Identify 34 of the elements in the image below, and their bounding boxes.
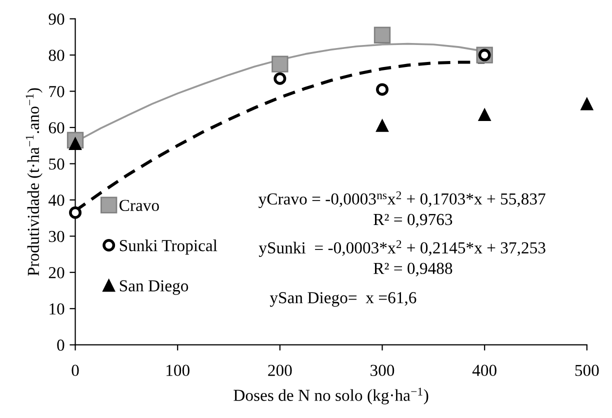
x-tick-label: 500: [575, 364, 599, 376]
y-tick-label: 80: [48, 50, 64, 61]
point: [69, 206, 82, 219]
x-tick-label: 400: [472, 364, 496, 376]
annotation: R² = 0,9488: [374, 262, 452, 276]
point: [478, 108, 491, 122]
x-tick-label: 0: [72, 364, 79, 376]
y-tick-label: 40: [48, 194, 64, 206]
y-tick-label: 50: [49, 158, 64, 170]
y-tick-label: 0: [57, 340, 64, 351]
x-axis-title: Doses de N no solo (kg·ha$^{−1}$): [234, 388, 428, 404]
point: [580, 98, 594, 110]
annotation: yCravo = -0,0003$^{ns}$x$^{2}$ + 0,1703*x + 55,837: [258, 191, 546, 208]
annotation: ySunki = -0,0003*x$^{2}$ + 0,2145*x + 37,253: [258, 240, 546, 257]
point: [376, 83, 389, 96]
point: [272, 56, 288, 72]
y-tick-label: 60: [48, 122, 64, 134]
x-tick-label: 200: [268, 364, 292, 376]
y-axis-title: Produtividade (t·ha$^{−1}$.ano$^{−1}$): [26, 88, 42, 276]
point: [376, 119, 389, 132]
annotation: ySan Diego= x =61,6: [270, 292, 416, 307]
legend-label: San Diego: [120, 280, 188, 295]
y-tick-label: 90: [48, 14, 64, 25]
x-tick-label: 100: [166, 364, 190, 376]
annotation: R² = 0,9763: [374, 214, 452, 228]
y-tick-label: 10: [50, 303, 64, 315]
point: [374, 26, 391, 44]
x-tick-label: 300: [370, 364, 394, 376]
legend-label: Cravo: [120, 200, 159, 212]
y-tick-label: 20: [48, 267, 64, 278]
y-tick-label: 70: [49, 86, 64, 98]
y-tick-label: 30: [48, 230, 64, 242]
point: [274, 72, 286, 85]
legend-label: Sunki Tropical: [120, 240, 218, 255]
